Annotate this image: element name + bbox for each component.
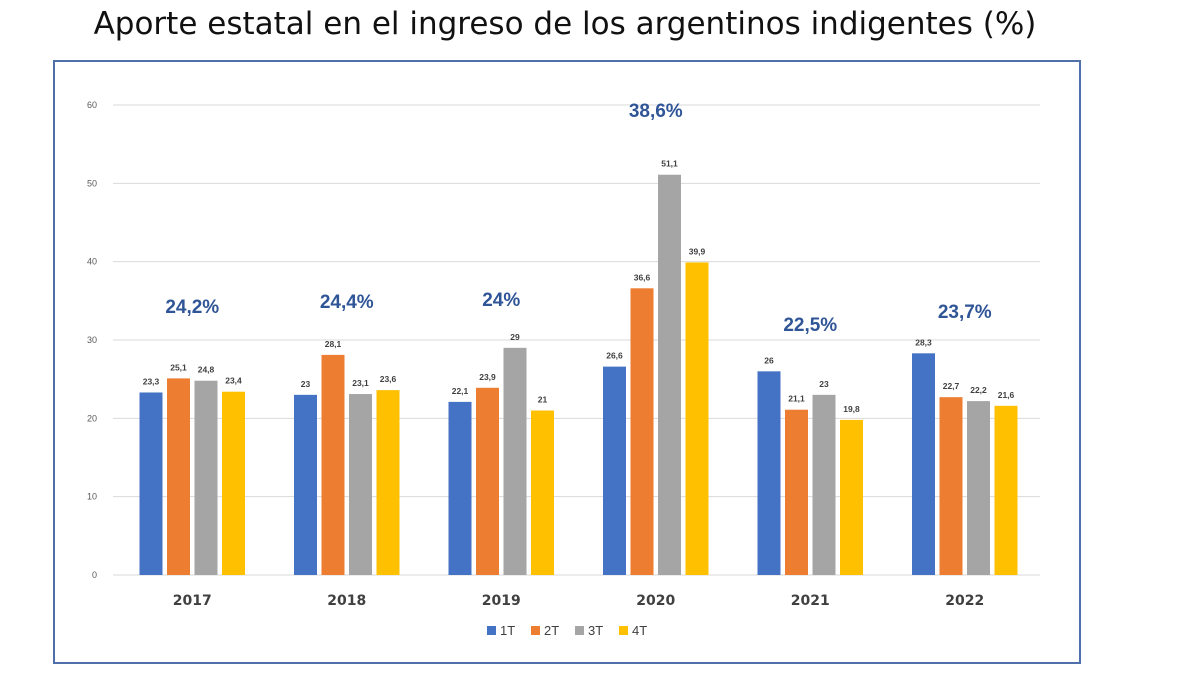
bar-3T-2017 <box>194 380 218 575</box>
data-label: 39,9 <box>689 246 706 256</box>
bar-1T-2017 <box>139 392 163 575</box>
y-tick-label: 50 <box>87 178 97 188</box>
legend-label: 4T <box>632 623 647 638</box>
bar-1T-2022 <box>912 353 935 575</box>
data-label: 23,3 <box>143 376 160 386</box>
chart-frame <box>53 60 1081 664</box>
data-label: 28,3 <box>915 337 932 347</box>
bar-1T-2020 <box>603 366 626 575</box>
data-label: 24,8 <box>198 365 215 375</box>
bar-4T-2017 <box>222 391 245 575</box>
data-label: 23,6 <box>380 374 397 384</box>
annual-annotation: 23,7% <box>938 302 992 323</box>
legend-swatch-4T <box>619 626 628 635</box>
data-label: 19,8 <box>843 404 860 414</box>
annual-annotation: 24% <box>482 290 520 311</box>
data-label: 21,1 <box>788 394 805 404</box>
bar-2T-2018 <box>321 354 345 575</box>
bar-3T-2021 <box>812 394 836 575</box>
data-label: 22,7 <box>943 381 960 391</box>
data-label: 23,4 <box>225 376 242 386</box>
annual-annotation: 22,5% <box>783 315 837 336</box>
data-label: 23 <box>819 379 829 389</box>
y-tick-label: 10 <box>87 492 97 502</box>
legend-swatch-1T <box>487 626 496 635</box>
bar-2T-2019 <box>476 387 499 575</box>
annual-annotation: 24,4% <box>320 292 374 313</box>
y-tick-label: 40 <box>87 257 97 267</box>
data-label: 21 <box>538 395 548 405</box>
annual-annotation: 38,6% <box>629 101 683 122</box>
data-label: 25,1 <box>170 362 187 372</box>
chart-title: Aporte estatal en el ingreso de los arge… <box>93 6 1037 42</box>
x-tick-label: 2021 <box>791 593 830 609</box>
data-label: 29 <box>510 332 520 342</box>
bar-3T-2019 <box>503 347 527 575</box>
legend-label: 3T <box>588 623 603 638</box>
legend-swatch-3T <box>575 626 584 635</box>
data-label: 23 <box>301 379 311 389</box>
legend-label: 1T <box>500 623 515 638</box>
bar-2T-2020 <box>630 288 654 575</box>
bar-3T-2018 <box>349 394 372 575</box>
bar-4T-2022 <box>994 405 1018 575</box>
data-label: 26 <box>764 355 774 365</box>
bar-4T-2019 <box>531 410 554 575</box>
data-label: 21,6 <box>998 390 1015 400</box>
bar-3T-2020 <box>658 174 681 575</box>
bar-2T-2021 <box>785 409 808 575</box>
data-label: 26,6 <box>606 351 623 361</box>
x-tick-label: 2018 <box>327 593 366 609</box>
bar-4T-2020 <box>685 262 709 575</box>
legend-swatch-2T <box>531 626 540 635</box>
data-label: 51,1 <box>661 159 678 169</box>
legend-label: 2T <box>544 623 559 638</box>
y-tick-label: 60 <box>87 100 97 110</box>
bar-4T-2018 <box>376 390 400 575</box>
bar-1T-2021 <box>757 371 781 575</box>
data-label: 23,9 <box>479 372 496 382</box>
y-tick-label: 0 <box>92 570 97 580</box>
bar-3T-2022 <box>967 401 990 575</box>
data-label: 22,2 <box>970 385 987 395</box>
y-tick-label: 20 <box>87 413 97 423</box>
x-tick-label: 2019 <box>482 593 521 609</box>
x-tick-label: 2020 <box>636 593 675 609</box>
data-label: 28,1 <box>325 339 342 349</box>
bar-1T-2018 <box>294 394 317 575</box>
y-tick-label: 30 <box>87 335 97 345</box>
bar-2T-2017 <box>167 378 190 575</box>
data-label: 22,1 <box>452 386 469 396</box>
x-tick-label: 2017 <box>173 593 212 609</box>
x-tick-label: 2022 <box>945 593 984 609</box>
annual-annotation: 24,2% <box>165 297 219 318</box>
bar-1T-2019 <box>448 401 472 575</box>
bar-4T-2021 <box>840 419 863 575</box>
bar-2T-2022 <box>939 397 963 575</box>
data-label: 36,6 <box>634 272 651 282</box>
data-label: 23,1 <box>352 378 369 388</box>
